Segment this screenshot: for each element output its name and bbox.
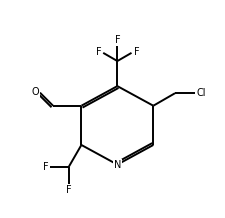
Text: F: F — [133, 47, 139, 57]
Text: O: O — [31, 87, 39, 97]
Text: F: F — [66, 185, 71, 195]
Text: Cl: Cl — [196, 88, 205, 98]
Text: F: F — [43, 162, 48, 172]
Text: F: F — [114, 35, 120, 45]
Text: N: N — [113, 160, 121, 170]
Text: F: F — [95, 47, 101, 57]
